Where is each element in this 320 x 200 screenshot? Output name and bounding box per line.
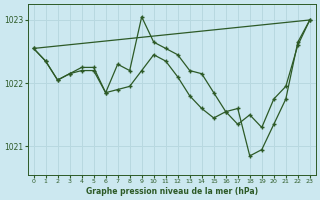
X-axis label: Graphe pression niveau de la mer (hPa): Graphe pression niveau de la mer (hPa): [86, 187, 258, 196]
